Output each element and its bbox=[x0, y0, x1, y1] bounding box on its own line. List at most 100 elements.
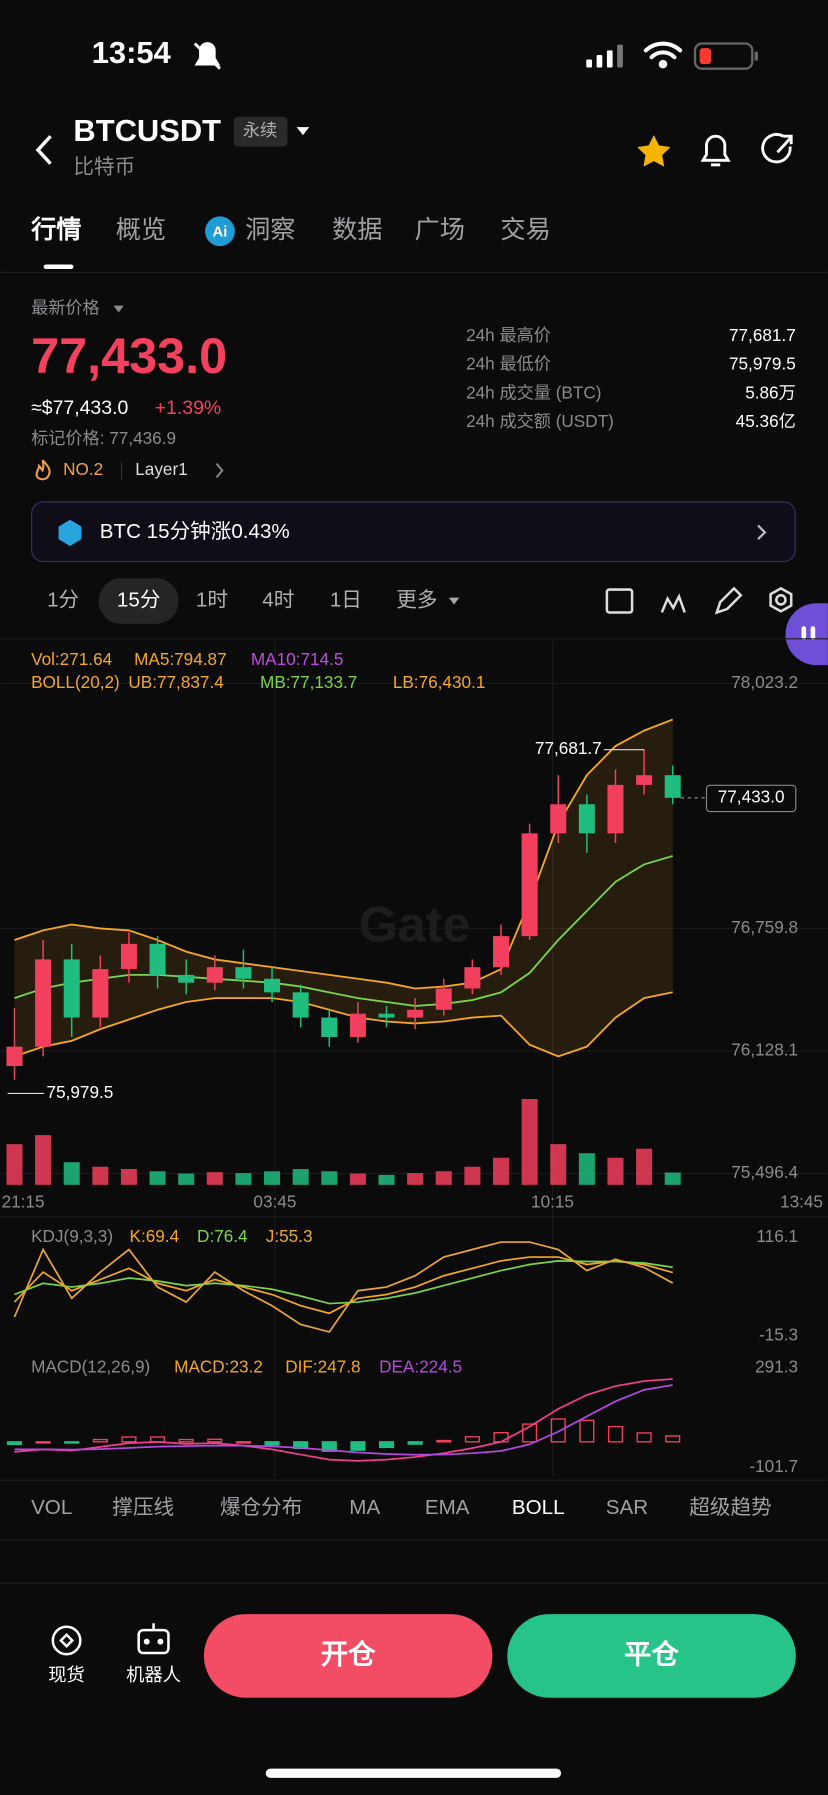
interval[interactable]: 1时 bbox=[196, 588, 228, 611]
interval[interactable]: 更多 bbox=[396, 588, 437, 611]
candle-body bbox=[435, 988, 452, 1010]
macd-bar bbox=[178, 1438, 194, 1443]
settings-tool[interactable] bbox=[769, 586, 793, 613]
high-label: 77,681.7 bbox=[535, 738, 602, 758]
kdj-line bbox=[13, 1256, 673, 1315]
tab[interactable]: 行情 bbox=[30, 216, 81, 244]
kdj-legend: J:55.3 bbox=[266, 1226, 313, 1246]
macd-bar bbox=[207, 1438, 223, 1443]
macd-title: MACD(12,26,9) bbox=[31, 1357, 150, 1377]
macd-bar bbox=[636, 1432, 652, 1443]
macd-line bbox=[14, 1378, 673, 1462]
volume-bar bbox=[550, 1144, 567, 1185]
macd-bar bbox=[665, 1435, 681, 1443]
volume-bar bbox=[492, 1157, 510, 1185]
candle-body bbox=[120, 943, 137, 970]
sector[interactable]: Layer1 bbox=[135, 459, 187, 479]
fullscreen-tool[interactable] bbox=[605, 588, 634, 614]
boll-line bbox=[14, 855, 673, 1007]
stats: 24h 最高价 77,681.7 24h 最低价 75,979.5 24h 成交量 (B… bbox=[466, 325, 796, 431]
spot[interactable]: 现货 bbox=[48, 1664, 85, 1685]
stat-value: 77,681.7 bbox=[729, 325, 796, 345]
alert-button[interactable] bbox=[700, 134, 731, 167]
boll-legend: MB:77,133.7 bbox=[260, 672, 357, 692]
symbol-dropdown[interactable] bbox=[296, 127, 310, 136]
volume-bar bbox=[292, 1169, 309, 1185]
interval[interactable]: 15分 bbox=[117, 588, 161, 611]
macd-bar bbox=[378, 1441, 395, 1449]
interval-active-bg bbox=[98, 578, 179, 624]
volume-bar bbox=[407, 1173, 424, 1185]
open-button[interactable] bbox=[203, 1614, 493, 1698]
home-indicator bbox=[265, 1768, 562, 1778]
coin-name: 比特币 bbox=[73, 156, 135, 179]
macd-bar bbox=[350, 1441, 366, 1451]
stat-label: 24h 成交量 (BTC) bbox=[466, 382, 601, 402]
close-button[interactable] bbox=[507, 1614, 796, 1698]
interval[interactable]: 1日 bbox=[330, 588, 362, 611]
interval[interactable]: 1分 bbox=[47, 588, 79, 611]
indicator-tool[interactable] bbox=[660, 593, 686, 613]
indicator-tab[interactable]: 超级趋势 bbox=[689, 1496, 771, 1519]
insight-icon bbox=[205, 216, 235, 247]
volume-bar bbox=[321, 1171, 338, 1185]
macd-bar bbox=[436, 1439, 452, 1443]
back-button[interactable] bbox=[35, 135, 52, 165]
indicator-tab[interactable]: EMA bbox=[425, 1496, 470, 1519]
macd-line bbox=[14, 1384, 673, 1456]
bot-icon bbox=[137, 1623, 170, 1655]
banner-text: BTC 15分钟涨0.43% bbox=[100, 520, 290, 543]
macd-bar bbox=[321, 1441, 337, 1452]
wifi-icon bbox=[643, 41, 683, 69]
favorite-button[interactable] bbox=[637, 135, 671, 167]
bot[interactable]: 机器人 bbox=[126, 1664, 181, 1685]
tab[interactable]: 数据 bbox=[332, 216, 382, 244]
macd-legend: MACD:23.2 bbox=[174, 1357, 263, 1377]
volume-bar bbox=[120, 1169, 137, 1185]
mark-price: 标记价格: 77,436.9 bbox=[31, 428, 176, 448]
boll-legend: UB:77,837.4 bbox=[128, 672, 224, 692]
volume-bar bbox=[264, 1171, 281, 1185]
tab[interactable]: 概览 bbox=[116, 216, 166, 244]
candle-body bbox=[607, 784, 624, 834]
indicator-tab[interactable]: MA bbox=[349, 1496, 380, 1519]
candle-body bbox=[321, 1017, 338, 1037]
share-button[interactable] bbox=[761, 133, 793, 164]
macd-bar bbox=[35, 1441, 51, 1444]
macd-bar bbox=[407, 1441, 423, 1445]
last-price: 77,433.0 bbox=[31, 327, 227, 384]
indicator-tab[interactable]: SAR bbox=[606, 1496, 648, 1519]
boll-legend: LB:76,430.1 bbox=[393, 672, 486, 692]
more-dropdown[interactable] bbox=[448, 597, 460, 605]
indicator-tab[interactable]: BOLL bbox=[512, 1496, 565, 1519]
stat-value: 5.86万 bbox=[745, 382, 796, 402]
draw-tool[interactable] bbox=[714, 586, 743, 615]
float-button[interactable] bbox=[785, 603, 828, 666]
float-glyph bbox=[810, 626, 816, 640]
tab[interactable]: 广场 bbox=[415, 216, 465, 244]
indicator-tab[interactable]: 爆仓分布 bbox=[220, 1496, 302, 1519]
price-label-dropdown[interactable] bbox=[113, 305, 124, 313]
x-tick-label: 13:45 bbox=[780, 1192, 823, 1212]
signal-icon bbox=[586, 44, 623, 68]
volume-bar bbox=[206, 1172, 223, 1185]
tab[interactable]: 交易 bbox=[500, 216, 550, 244]
volume-bar bbox=[378, 1174, 395, 1185]
macd-legend: DIF:247.8 bbox=[285, 1357, 360, 1377]
indicator-tab[interactable]: 撑压线 bbox=[112, 1496, 174, 1519]
banner[interactable] bbox=[31, 501, 796, 563]
tab[interactable]: 洞察 bbox=[245, 216, 295, 244]
macd-bar bbox=[522, 1423, 538, 1443]
kdj-legend: D:76.4 bbox=[197, 1226, 248, 1246]
candle-body bbox=[35, 959, 52, 1047]
candle-body bbox=[92, 969, 109, 1018]
interval[interactable]: 4时 bbox=[262, 588, 294, 611]
y-tick-label: 78,023.2 bbox=[731, 672, 798, 692]
candle-body bbox=[464, 967, 481, 989]
y-tick-label: 75,496.4 bbox=[731, 1162, 798, 1182]
candle-body bbox=[292, 992, 309, 1018]
macd-tick-label: 291.3 bbox=[755, 1357, 798, 1377]
stat-label: 24h 成交额 (USDT) bbox=[466, 411, 614, 431]
indicator-tab[interactable]: VOL bbox=[31, 1496, 72, 1519]
